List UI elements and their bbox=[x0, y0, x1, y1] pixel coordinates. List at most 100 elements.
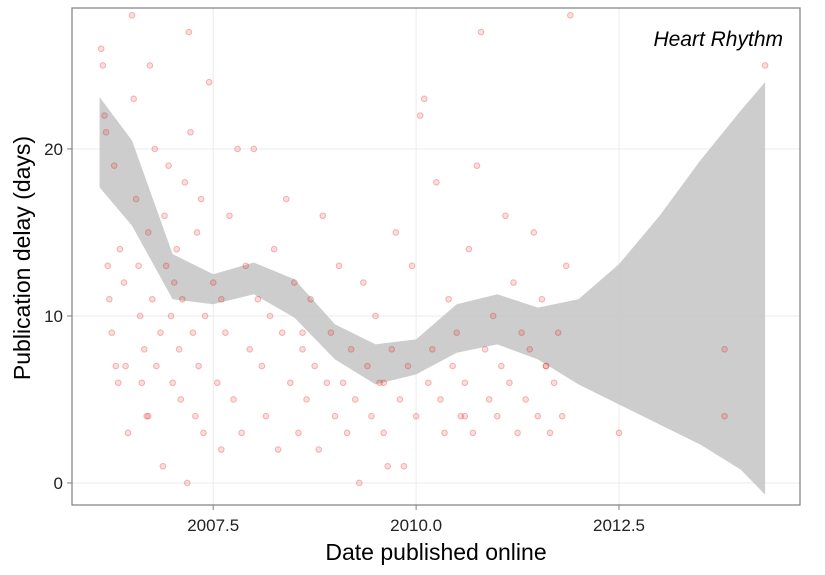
point bbox=[396, 396, 404, 403]
point bbox=[242, 262, 249, 270]
point bbox=[429, 346, 436, 353]
point bbox=[412, 412, 420, 420]
confidence-band bbox=[99, 82, 766, 495]
point bbox=[376, 379, 383, 387]
point bbox=[526, 346, 534, 353]
point bbox=[287, 379, 294, 387]
point bbox=[179, 295, 186, 303]
point bbox=[510, 279, 517, 286]
point bbox=[157, 329, 164, 336]
x-tick-label: 2010.0 bbox=[390, 516, 442, 535]
point bbox=[177, 396, 185, 403]
point bbox=[473, 162, 481, 169]
point bbox=[270, 245, 278, 253]
point bbox=[311, 362, 318, 370]
point bbox=[161, 212, 168, 220]
grid bbox=[72, 8, 800, 505]
point bbox=[319, 212, 327, 220]
point bbox=[266, 312, 274, 320]
point bbox=[554, 329, 562, 336]
y-axis-label: Publication delay (days) bbox=[9, 136, 35, 380]
point bbox=[343, 429, 351, 437]
point bbox=[136, 312, 144, 320]
point bbox=[327, 329, 335, 336]
point bbox=[110, 162, 118, 169]
point bbox=[175, 346, 183, 353]
point bbox=[299, 329, 306, 336]
point bbox=[481, 346, 489, 353]
point bbox=[170, 279, 178, 286]
x-tick-label: 2007.5 bbox=[187, 516, 239, 535]
point bbox=[404, 362, 412, 370]
point bbox=[416, 112, 424, 119]
point bbox=[213, 379, 221, 387]
point bbox=[502, 212, 509, 220]
point bbox=[149, 295, 156, 303]
point bbox=[222, 329, 229, 336]
point bbox=[189, 329, 197, 336]
point bbox=[295, 429, 302, 437]
point bbox=[143, 412, 150, 420]
point bbox=[122, 362, 129, 370]
point bbox=[262, 412, 270, 420]
point bbox=[151, 145, 159, 153]
point bbox=[323, 379, 331, 387]
point bbox=[138, 379, 146, 387]
point bbox=[514, 429, 521, 437]
point bbox=[183, 479, 191, 487]
point bbox=[392, 229, 400, 236]
point bbox=[226, 212, 233, 220]
axes: 2007.5 2010.0 2012.5 0 10 20 bbox=[44, 140, 645, 535]
point bbox=[433, 179, 440, 186]
x-tick-label: 2012.5 bbox=[593, 516, 645, 535]
point bbox=[461, 379, 469, 387]
point bbox=[372, 312, 379, 320]
point bbox=[200, 429, 207, 437]
point bbox=[132, 195, 140, 203]
point bbox=[112, 362, 120, 370]
point bbox=[159, 462, 167, 470]
point bbox=[282, 195, 290, 203]
point bbox=[97, 45, 105, 53]
point bbox=[506, 379, 513, 387]
point bbox=[106, 295, 113, 303]
point bbox=[489, 312, 497, 320]
y-tick-label: 10 bbox=[44, 307, 63, 326]
point bbox=[193, 229, 201, 236]
point bbox=[258, 362, 266, 370]
point bbox=[388, 346, 396, 353]
point bbox=[530, 229, 538, 236]
point bbox=[181, 179, 189, 186]
point bbox=[380, 429, 387, 437]
point bbox=[128, 12, 136, 19]
point bbox=[140, 346, 148, 353]
point bbox=[187, 128, 194, 136]
point bbox=[124, 429, 132, 437]
point bbox=[538, 295, 546, 303]
points bbox=[97, 12, 769, 487]
point bbox=[173, 245, 180, 253]
point bbox=[542, 362, 550, 370]
point bbox=[104, 262, 112, 270]
point bbox=[347, 346, 355, 353]
x-axis-label: Date published online bbox=[325, 539, 546, 565]
point bbox=[192, 412, 199, 420]
point bbox=[424, 379, 432, 387]
point bbox=[457, 412, 465, 420]
point bbox=[721, 412, 728, 420]
point bbox=[550, 379, 558, 387]
point bbox=[144, 412, 152, 420]
point bbox=[101, 112, 108, 119]
point bbox=[335, 262, 343, 270]
point bbox=[562, 262, 570, 270]
point bbox=[144, 229, 152, 236]
panel-border bbox=[71, 7, 801, 506]
point bbox=[218, 446, 225, 453]
point bbox=[167, 312, 175, 320]
point bbox=[250, 145, 258, 153]
annotation: Heart Rhythm bbox=[653, 28, 783, 51]
point bbox=[351, 396, 359, 403]
point bbox=[493, 412, 501, 420]
